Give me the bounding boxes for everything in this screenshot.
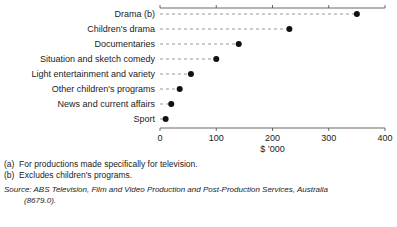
category-label: Drama (b) xyxy=(114,9,155,19)
x-tick-label: 100 xyxy=(209,133,224,143)
dot xyxy=(168,101,174,107)
category-label: News and current affairs xyxy=(58,99,156,109)
dot xyxy=(354,11,360,17)
x-tick-label: 0 xyxy=(157,133,162,143)
category-label: Other children's programs xyxy=(52,84,156,94)
dot xyxy=(177,86,183,92)
category-label: Children's drama xyxy=(87,24,155,34)
footnote: (b) Excludes children's programs. xyxy=(4,170,132,180)
x-tick xyxy=(328,128,329,131)
top-tick xyxy=(385,5,386,8)
category-label: Situation and sketch comedy xyxy=(40,54,156,64)
top-tick xyxy=(272,5,273,8)
top-tick xyxy=(160,5,161,8)
x-tick-label: 400 xyxy=(377,133,392,143)
dot xyxy=(163,116,169,122)
stem xyxy=(160,44,239,45)
plot-area xyxy=(160,11,360,122)
stem xyxy=(160,14,357,15)
category-label: Sport xyxy=(133,114,155,124)
x-tick-label: 300 xyxy=(321,133,336,143)
x-tick xyxy=(216,128,217,131)
x-tick xyxy=(385,128,386,131)
x-tick-label: 200 xyxy=(265,133,280,143)
dot xyxy=(213,56,219,62)
x-axis-label: $ ’000 xyxy=(260,144,285,154)
stem xyxy=(160,74,191,75)
dot xyxy=(188,71,194,77)
top-tick xyxy=(328,5,329,8)
dot xyxy=(286,26,292,32)
x-tick xyxy=(272,128,273,131)
category-label: Documentaries xyxy=(94,39,155,49)
top-tick xyxy=(216,5,217,8)
stem xyxy=(160,59,216,60)
dot xyxy=(236,41,242,47)
footnote: Source: ABS Television, Film and Video P… xyxy=(4,185,329,194)
category-label: Light entertainment and variety xyxy=(31,69,155,79)
stem xyxy=(160,29,289,30)
footnote: (8679.0). xyxy=(4,196,56,205)
chart: 0 100 200 300 400 $ ’000 Sport News and current… xyxy=(0,0,397,227)
footnote: (a) For productions made specifically fo… xyxy=(4,159,198,169)
x-tick xyxy=(160,128,161,131)
